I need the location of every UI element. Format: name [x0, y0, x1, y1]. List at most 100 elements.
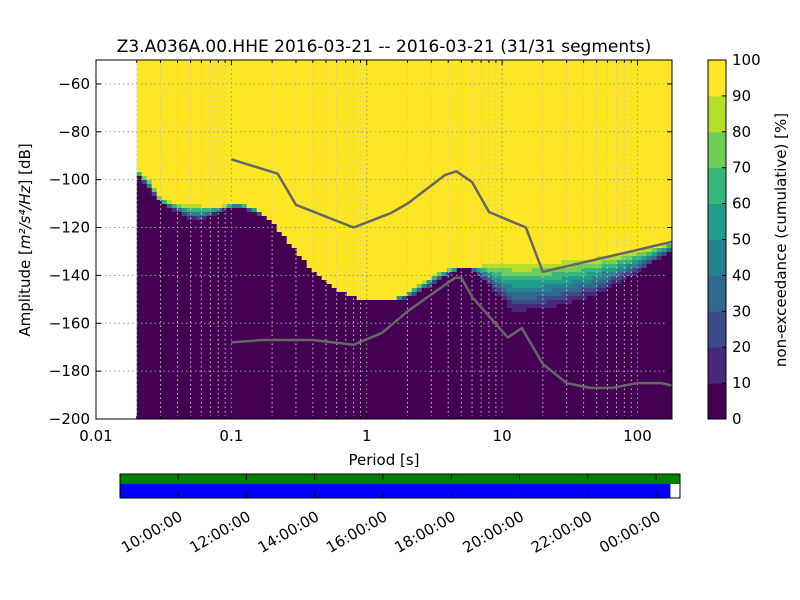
heatmap-cell [556, 268, 563, 273]
heatmap-cell [281, 60, 288, 237]
heatmap-cell [516, 276, 523, 281]
heatmap-cell [426, 280, 433, 285]
heatmap-cell [311, 60, 318, 273]
heatmap-cell [181, 60, 188, 205]
heatmap-cell [391, 60, 398, 301]
heatmap-cell [311, 272, 318, 419]
heatmap-cell [306, 268, 313, 419]
heatmap-cell [461, 268, 468, 419]
heatmap-cell [621, 60, 628, 253]
colorbar-tick-label: 0 [732, 410, 742, 428]
heatmap-cell [141, 180, 148, 185]
heatmap-cell [256, 216, 263, 419]
heatmap-cell [236, 208, 243, 419]
heatmap-cell [531, 280, 538, 289]
heatmap-cell [166, 204, 173, 209]
heatmap-cell [351, 296, 358, 419]
heatmap-cell [496, 284, 503, 289]
heatmap-cell [581, 60, 588, 261]
heatmap-cell [421, 280, 428, 285]
heatmap-cell [581, 276, 588, 281]
heatmap-cell [201, 220, 208, 419]
heatmap-cell [426, 284, 433, 289]
heatmap-cell [571, 272, 578, 277]
heatmap-cell [541, 280, 548, 285]
heatmap-cell [386, 60, 393, 301]
heatmap-cell [561, 60, 568, 261]
heatmap-cell [451, 60, 458, 269]
heatmap-cell [636, 272, 643, 419]
heatmap-cell [291, 248, 298, 419]
heatmap-cell [486, 284, 493, 419]
heatmap-cell [411, 288, 418, 293]
heatmap-cell [586, 280, 593, 285]
colorbar-tick-label: 90 [732, 87, 751, 105]
heatmap-cell [141, 176, 148, 181]
heatmap-cell [526, 60, 533, 265]
heatmap-cell [321, 280, 328, 419]
heatmap-cell [151, 188, 158, 193]
heatmap-cell [661, 60, 668, 245]
heatmap-cell [626, 252, 633, 257]
y-axis-label-text: Amplitude [ [16, 249, 34, 337]
heatmap-cell [136, 176, 143, 419]
heatmap-cell [506, 284, 513, 293]
heatmap-cell [266, 60, 273, 221]
heatmap-cell [516, 292, 523, 301]
heatmap-cell [656, 252, 663, 257]
heatmap-cell [531, 288, 538, 293]
heatmap-cell [581, 300, 588, 419]
colorbar-tick-label: 40 [732, 266, 751, 284]
heatmap-cell [631, 276, 638, 419]
heatmap-cell [406, 292, 413, 297]
heatmap-cell [641, 248, 648, 253]
heatmap-cell [226, 204, 233, 209]
heatmap-cell [191, 216, 198, 221]
heatmap-cell [456, 60, 463, 269]
heatmap-cell [636, 260, 643, 265]
heatmap-cell [591, 268, 598, 273]
x-tick-label: 1 [362, 427, 372, 445]
heatmap-cell [661, 248, 668, 253]
colorbar-step [708, 95, 726, 133]
heatmap-cell [136, 60, 143, 173]
heatmap-cell [536, 292, 543, 297]
heatmap-cell [651, 252, 658, 257]
heatmap-cell [381, 60, 388, 301]
heatmap-cell [411, 60, 418, 289]
heatmap-cell [271, 224, 278, 419]
heatmap-cell [546, 308, 553, 419]
heatmap-cell [576, 292, 583, 297]
heatmap-cell [536, 296, 543, 305]
heatmap-cell [221, 208, 228, 213]
heatmap-cell [626, 256, 633, 261]
heatmap-cell [576, 300, 583, 419]
heatmap-cell [526, 308, 533, 419]
heatmap-cell [451, 268, 458, 273]
heatmap-cell [526, 280, 533, 289]
heatmap-cell [466, 60, 473, 269]
heatmap-cell [641, 264, 648, 269]
heatmap-cell [491, 60, 498, 265]
heatmap-cell [551, 272, 558, 281]
heatmap-cell [241, 208, 248, 419]
heatmap-cell [166, 200, 173, 205]
heatmap-cell [561, 272, 568, 277]
heatmap-cell [186, 216, 193, 221]
heatmap-cell [586, 272, 593, 281]
heatmap-cell [196, 60, 203, 205]
heatmap-cell [181, 208, 188, 213]
heatmap-cell [596, 60, 603, 257]
heatmap-cell [436, 276, 443, 281]
heatmap-cell [586, 296, 593, 419]
heatmap-cell [491, 292, 498, 419]
heatmap-cell [581, 268, 588, 277]
heatmap-cell [191, 212, 198, 217]
heatmap-cell [631, 264, 638, 269]
heatmap-cell [581, 280, 588, 285]
heatmap-cell [651, 256, 658, 261]
heatmap-cell [486, 264, 493, 269]
heatmap-cell [571, 288, 578, 293]
reference-curves [231, 158, 672, 390]
heatmap-cell [646, 252, 653, 257]
